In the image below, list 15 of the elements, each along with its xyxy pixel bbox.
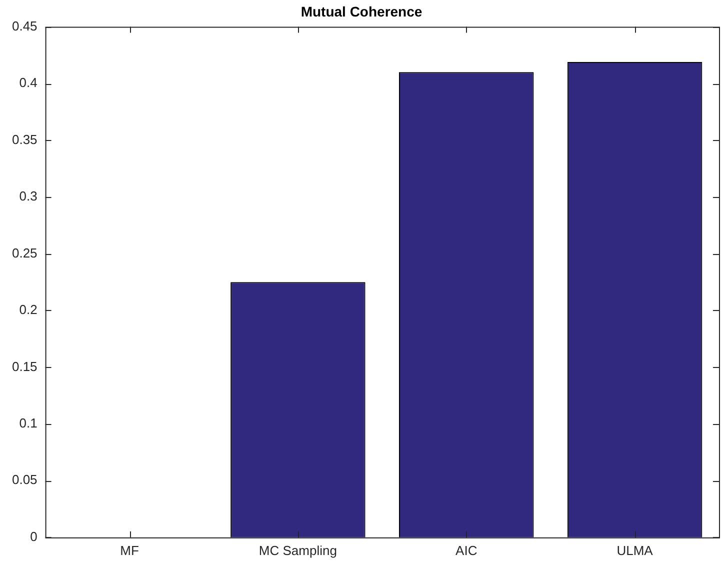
y-tick-label: 0.3 (19, 188, 38, 204)
y-tick-label: 0.1 (19, 416, 38, 431)
y-tick-label: 0.2 (19, 302, 38, 318)
x-tick-label: ULMA (616, 542, 654, 558)
y-tick-label: 0.45 (12, 18, 38, 34)
y-tick-label: 0 (30, 528, 38, 544)
y-tick-label: 0.35 (12, 132, 38, 147)
y-tick-label: 0.4 (19, 75, 38, 90)
x-tick-label: MC Sampling (258, 542, 337, 558)
y-tick-label: 0.05 (12, 472, 38, 488)
y-tick-label: 0.25 (12, 245, 38, 260)
y-tick-label: 0.15 (12, 358, 38, 374)
x-tick-label: AIC (456, 542, 478, 558)
x-tick-label: MF (120, 542, 139, 558)
chart-title: Mutual Coherence (300, 3, 422, 20)
